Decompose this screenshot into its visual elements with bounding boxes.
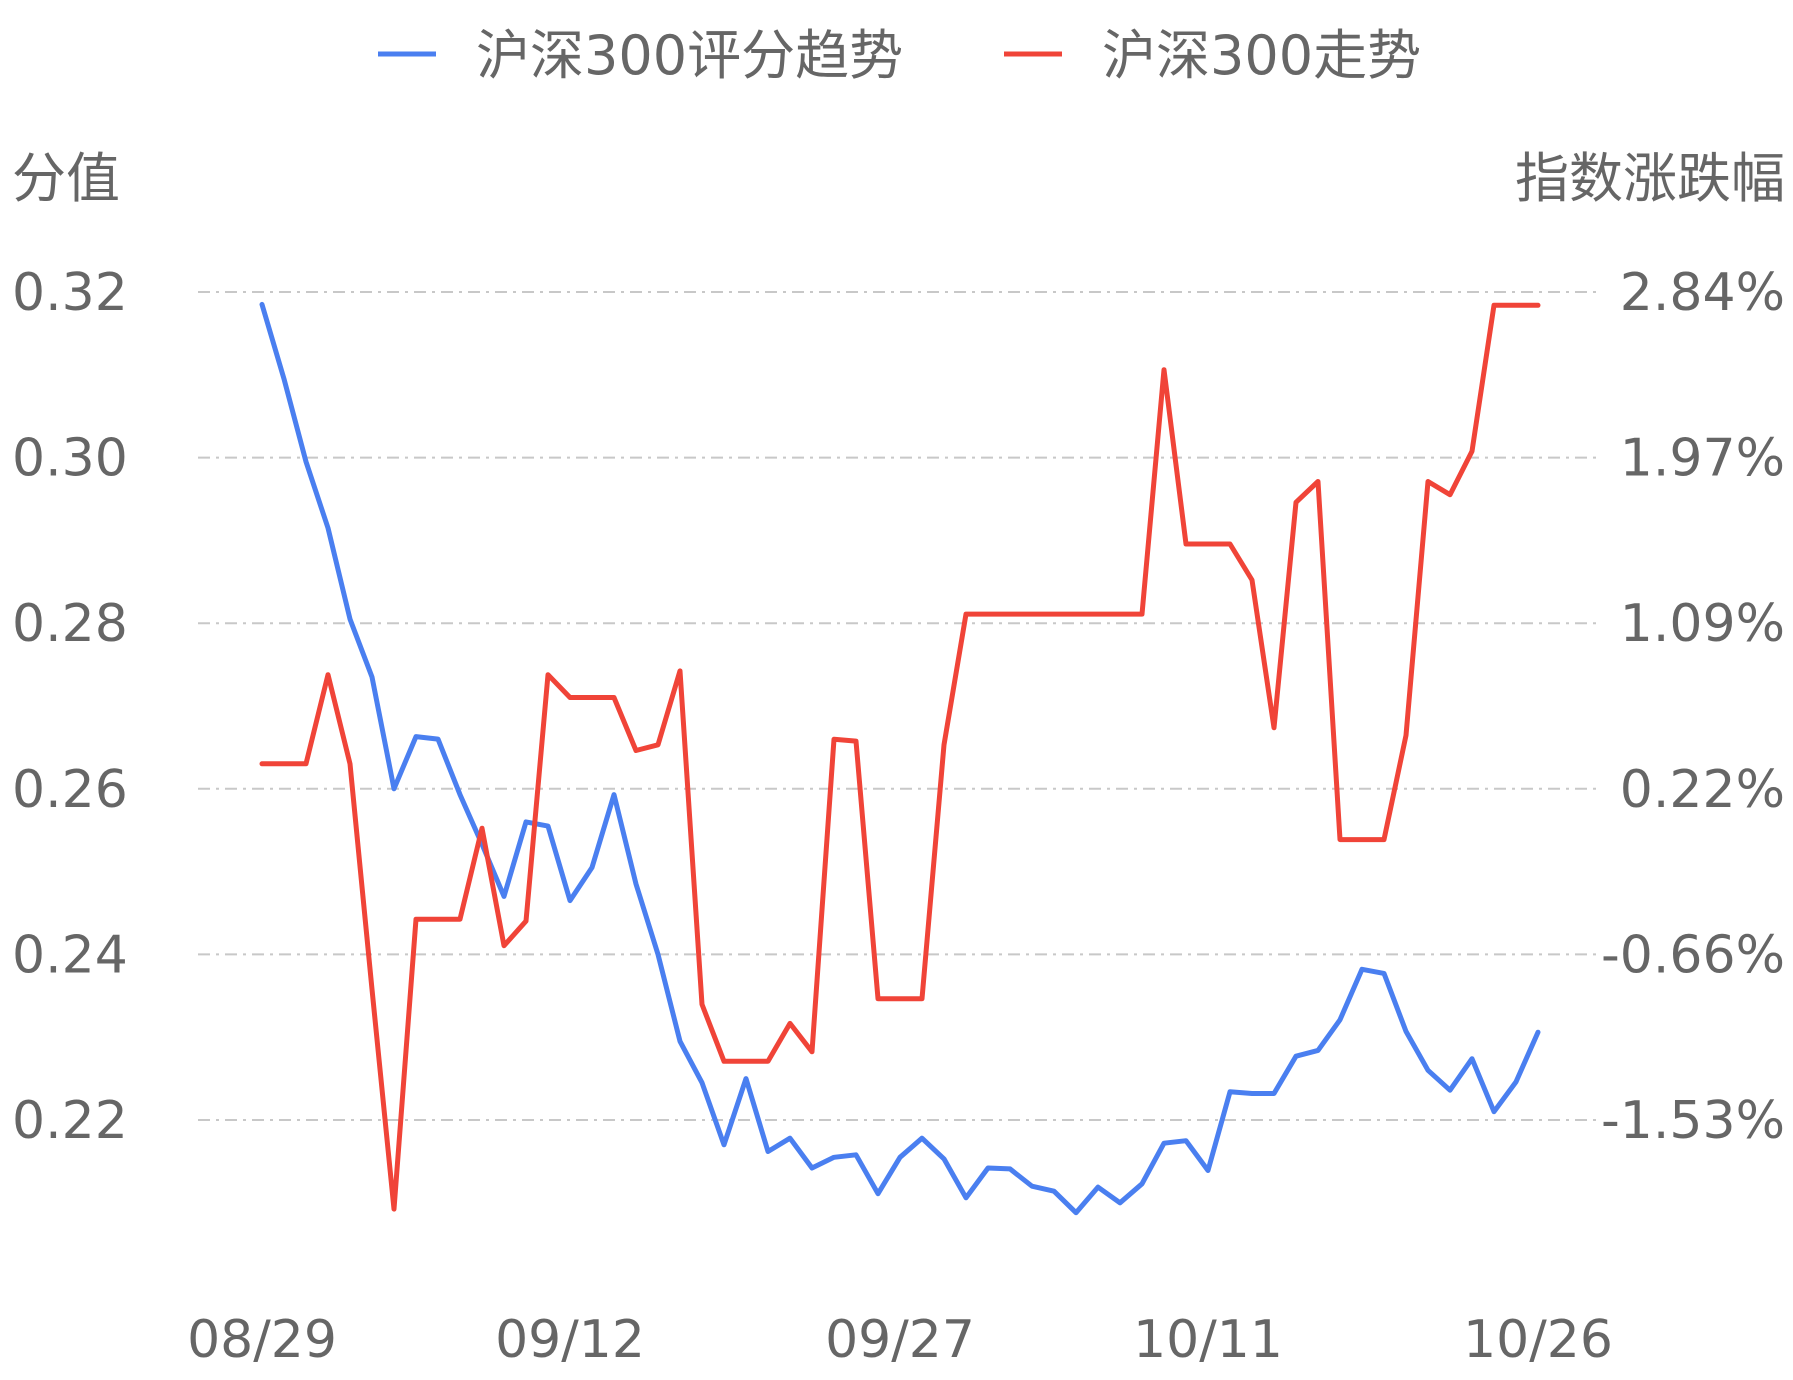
y-left-tick-label: 0.24 — [12, 925, 128, 985]
y-left-ticks: 0.32 0.30 0.28 0.26 0.24 0.22 — [12, 263, 128, 1151]
x-ticks: 08/29 09/12 09/27 10/11 10/26 — [187, 1310, 1613, 1370]
y-right-ticks: 2.84% 1.97% 1.09% 0.22% -0.66% -1.53% — [1601, 263, 1785, 1151]
y-left-tick-label: 0.32 — [12, 263, 128, 323]
y-right-tick-label: 2.84% — [1620, 263, 1785, 323]
y-right-tick-label: 1.09% — [1620, 594, 1785, 654]
x-tick-label: 09/12 — [495, 1310, 645, 1370]
y-left-tick-label: 0.22 — [12, 1091, 128, 1151]
x-tick-label: 08/29 — [187, 1310, 337, 1370]
legend-label[interactable]: 沪深300评分趋势 — [476, 24, 903, 87]
legend: 沪深300评分趋势 沪深300走势 — [378, 24, 1421, 87]
y-left-axis-title: 分值 — [12, 147, 120, 210]
y-left-tick-label: 0.28 — [12, 594, 128, 654]
legend-label[interactable]: 沪深300走势 — [1102, 24, 1421, 87]
y-right-tick-label: 1.97% — [1620, 429, 1785, 489]
y-right-axis-title: 指数涨跌幅 — [1515, 147, 1785, 210]
y-right-tick-label: -0.66% — [1601, 925, 1785, 985]
x-tick-label: 09/27 — [825, 1310, 975, 1370]
y-left-tick-label: 0.30 — [12, 429, 128, 489]
grid-lines — [198, 291, 1598, 1121]
series-lines — [259, 301, 1541, 1216]
x-tick-label: 10/11 — [1133, 1310, 1283, 1370]
series-line-score[interactable] — [259, 301, 1541, 1216]
y-left-tick-label: 0.26 — [12, 760, 128, 820]
x-tick-label: 10/26 — [1463, 1310, 1613, 1370]
series-line-index[interactable] — [259, 302, 1541, 1212]
y-right-tick-label: -1.53% — [1601, 1091, 1785, 1151]
y-right-tick-label: 0.22% — [1620, 760, 1785, 820]
